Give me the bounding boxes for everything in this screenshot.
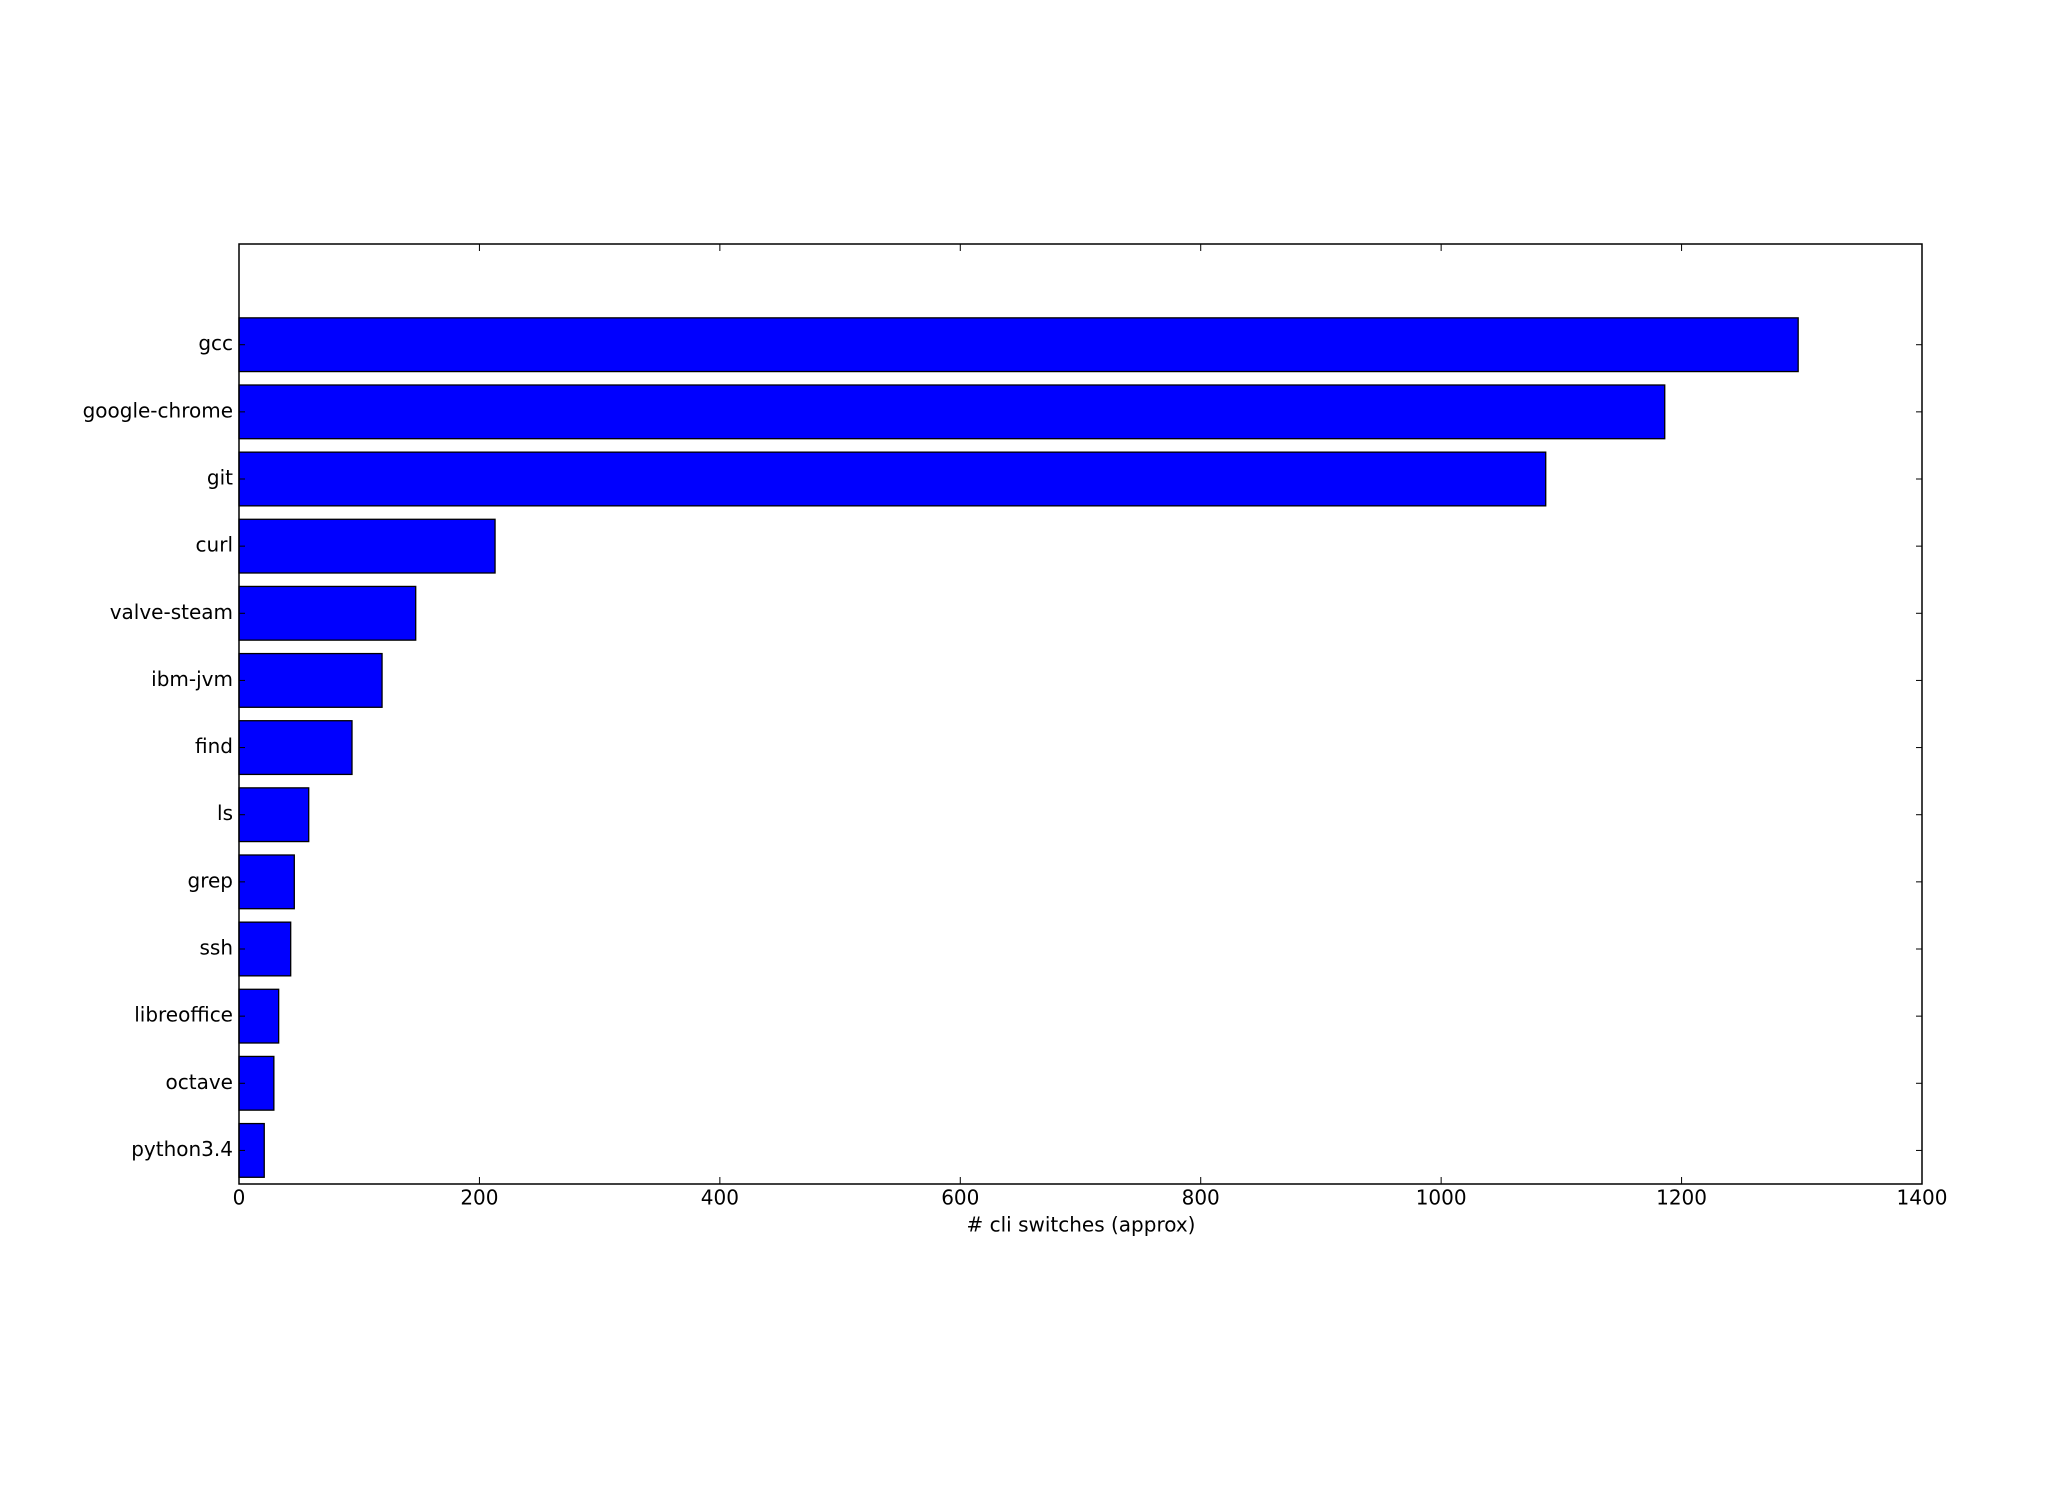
x-tick-label: 400 (701, 1186, 739, 1210)
y-tick-label: ssh (199, 936, 233, 960)
plot-frame (238, 243, 1923, 1185)
bar (238, 585, 417, 641)
y-tick-label: curl (196, 533, 233, 557)
x-tick-label: 0 (233, 1186, 246, 1210)
bar (238, 451, 1547, 507)
bar (238, 384, 1666, 440)
bar (238, 317, 1799, 373)
bar (238, 921, 292, 977)
x-tick-label: 1400 (1897, 1186, 1948, 1210)
y-tick-label: octave (166, 1070, 233, 1094)
x-tick-label: 600 (941, 1186, 979, 1210)
x-tick-label: 800 (1182, 1186, 1220, 1210)
bar (238, 652, 383, 708)
y-tick-label: grep (188, 868, 233, 892)
x-tick-label: 1200 (1656, 1186, 1707, 1210)
y-tick-label: git (207, 466, 233, 490)
bar (238, 854, 295, 910)
bar (238, 518, 496, 574)
y-tick-label: libreoffice (134, 1003, 233, 1027)
y-tick-label: find (195, 734, 233, 758)
y-tick-label: valve-steam (110, 600, 233, 624)
y-tick-label: python3.4 (131, 1137, 233, 1161)
bar (238, 720, 353, 776)
x-tick-label: 1000 (1416, 1186, 1467, 1210)
y-tick-label: google-chrome (83, 398, 233, 422)
y-tick-label: ibm-jvm (151, 667, 233, 691)
y-tick-label: gcc (198, 331, 233, 355)
x-tick-label: 200 (460, 1186, 498, 1210)
x-axis-label: # cli switches (approx) (966, 1213, 1195, 1237)
bar (238, 787, 310, 843)
y-tick-label: ls (217, 801, 233, 825)
